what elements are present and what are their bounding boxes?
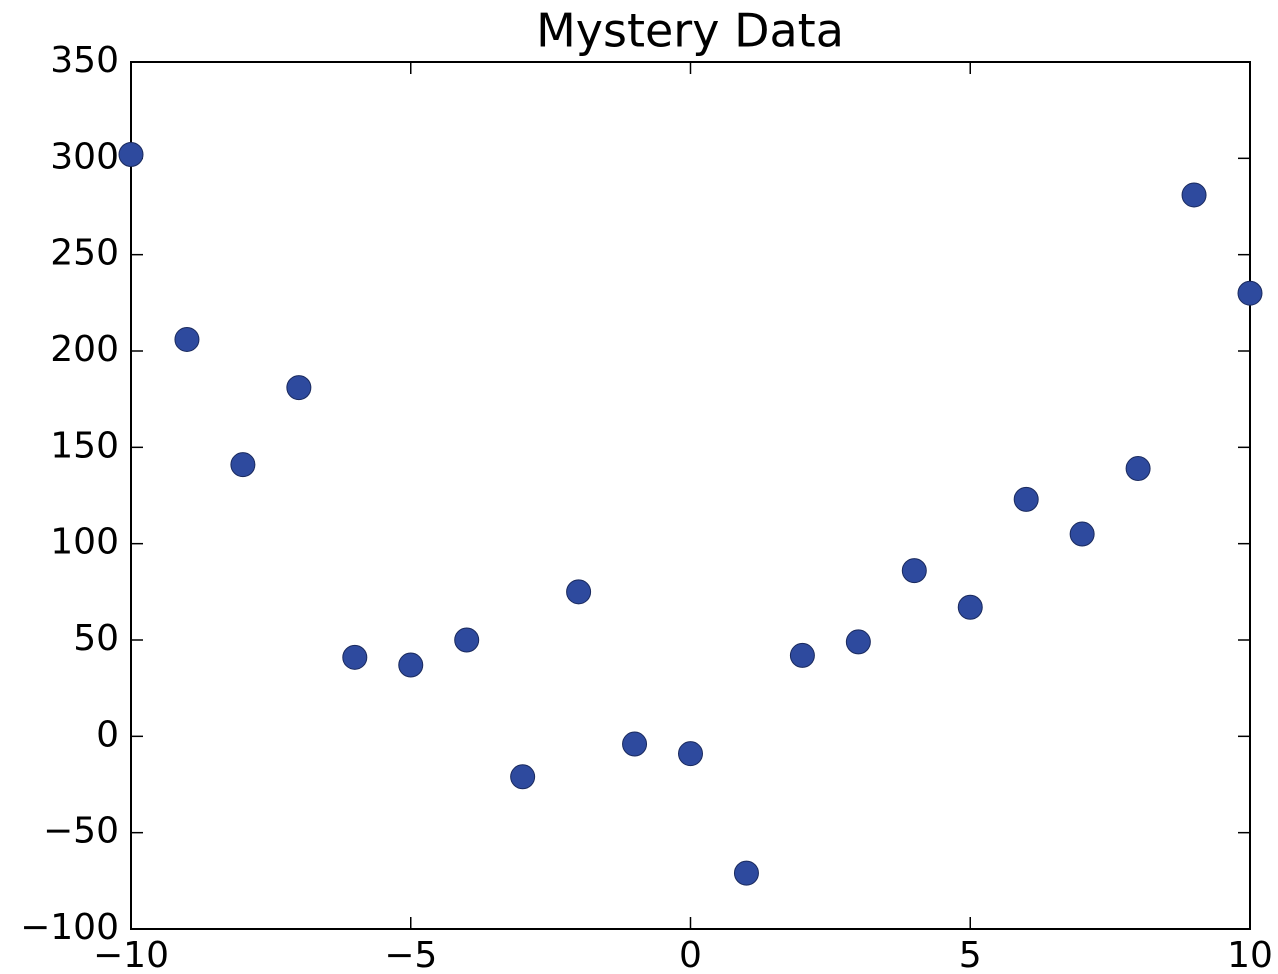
y-tick-label: 100 bbox=[50, 522, 119, 563]
point bbox=[118, 141, 144, 167]
point bbox=[1069, 521, 1095, 547]
x-tick-label: 10 bbox=[1227, 935, 1273, 974]
x-tick-label: −5 bbox=[384, 935, 437, 974]
point bbox=[342, 644, 368, 670]
point bbox=[733, 860, 759, 886]
y-tick-label: 300 bbox=[50, 136, 119, 177]
point bbox=[454, 627, 480, 653]
y-tick-label: 250 bbox=[50, 233, 119, 274]
point bbox=[566, 579, 592, 605]
y-tick-label: 150 bbox=[50, 425, 119, 466]
x-tick-label: 0 bbox=[679, 935, 702, 974]
point bbox=[286, 375, 312, 401]
point bbox=[510, 764, 536, 790]
point bbox=[230, 452, 256, 478]
point bbox=[678, 741, 703, 767]
point bbox=[398, 652, 424, 678]
point bbox=[1181, 182, 1207, 208]
point bbox=[789, 642, 815, 668]
y-tick-label: −50 bbox=[43, 811, 119, 852]
point bbox=[845, 629, 871, 655]
y-tick-label: 0 bbox=[96, 714, 119, 755]
y-tick-label: 200 bbox=[50, 329, 119, 370]
chart-title: Mystery Data bbox=[536, 4, 844, 58]
plot-frame bbox=[130, 61, 1251, 930]
y-tick-label: 50 bbox=[73, 618, 119, 659]
y-tick-label: −100 bbox=[20, 907, 119, 948]
point bbox=[957, 594, 983, 620]
point bbox=[901, 558, 927, 584]
point bbox=[1125, 456, 1151, 482]
y-tick-label: 350 bbox=[50, 40, 119, 81]
point bbox=[1237, 280, 1263, 306]
x-tick-label: −10 bbox=[93, 935, 169, 974]
point bbox=[1013, 486, 1039, 512]
x-tick-label: 5 bbox=[959, 935, 982, 974]
point bbox=[622, 731, 648, 757]
point bbox=[174, 326, 200, 352]
